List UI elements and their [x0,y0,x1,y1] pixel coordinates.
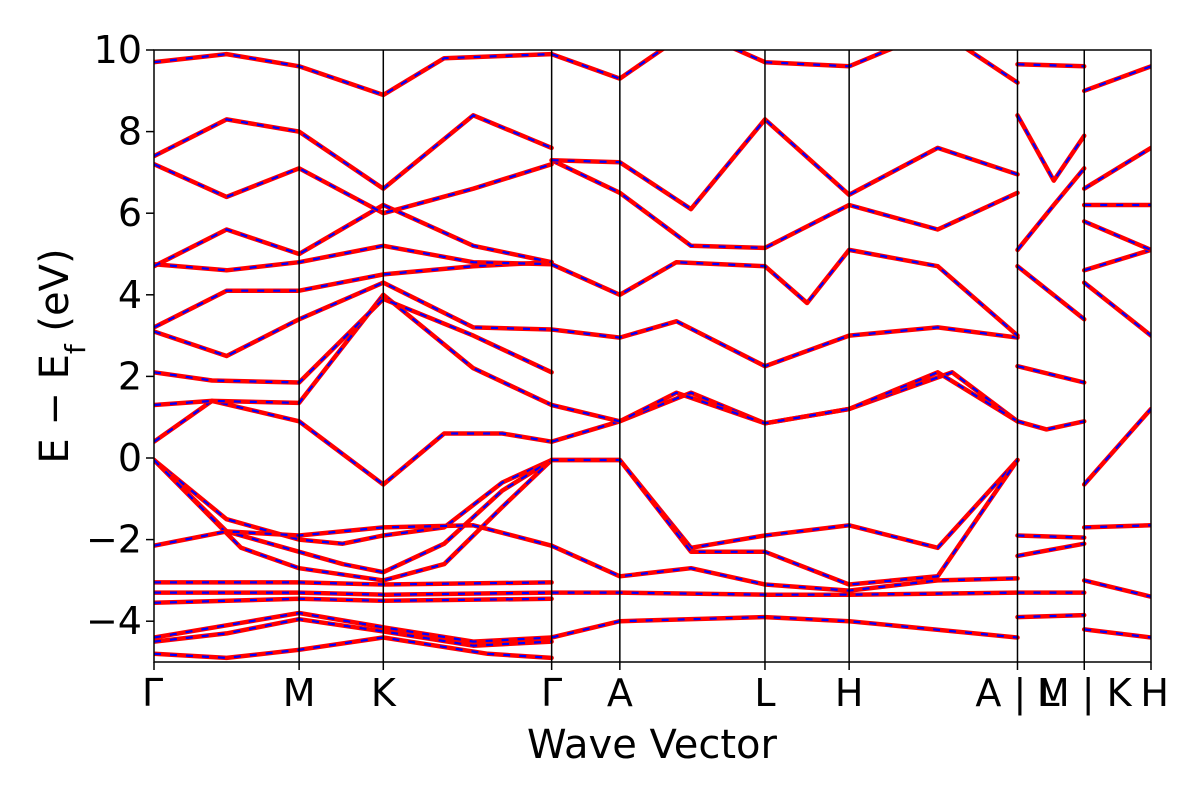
band-line-4 [154,580,554,587]
band-line-dashed-19 [154,52,552,97]
y-axis-title: E − Ef (eV) [32,248,92,463]
band-line-20 [549,457,1020,551]
x-tick-label: A | L [975,671,1059,716]
band-line-5 [154,590,554,597]
y-axis-title-unit: (eV) [32,248,78,344]
y-axis-title-main: E − E [32,354,78,464]
band-line-12 [154,296,554,385]
band-line-dashed-47 [1083,248,1151,272]
band-line-dashed-33 [1017,542,1085,557]
band-line-dashed-41 [1017,63,1085,68]
y-axis-ticks: −4 −2 0 2 4 6 8 10 [86,28,154,643]
band-line-17 [154,161,554,216]
band-line-22 [549,543,1020,593]
band-line-dashed-37 [1017,365,1085,384]
band-line-dashed-32 [1017,534,1085,539]
x-tick-label: H [1140,671,1169,715]
band-line-40 [1015,113,1087,183]
band-line-dashed-28 [551,248,1019,337]
band-line-dashed-39 [1016,167,1086,251]
y-tick-label: −2 [86,518,142,562]
band-line-dashed-42 [1083,408,1151,486]
x-tick-label: L [754,671,775,715]
band-line-dashed-51 [1083,65,1151,92]
y-tick-label: 2 [118,354,142,398]
y-tick-label: 8 [118,110,142,154]
band-line-24 [549,614,1020,640]
x-tick-label: A [607,671,633,715]
band-line-dashed-43 [1084,524,1151,529]
band-line-dashed-1 [154,459,553,574]
x-tick-label: H [835,671,864,715]
plot-frame [153,49,1152,663]
y-tick-label: 0 [118,436,142,480]
band-line-dashed-31 [551,50,1019,84]
band-line-10 [154,398,554,487]
band-line-dashed-10 [154,399,552,486]
band-line-dashed-45 [1084,628,1151,639]
y-tick-label: −4 [86,599,142,643]
y-tick-label: 10 [94,28,142,72]
band-line-dashed-7 [154,611,552,643]
band-line-46 [1081,280,1151,338]
band-line-28 [549,247,1020,338]
kpath-divider-lines [298,50,1085,662]
band-line-dashed-12 [154,297,553,384]
band-line-27 [549,319,1020,369]
band-line-25 [549,370,1020,444]
band-line-dashed-8 [154,618,552,647]
band-line-dashed-11 [154,293,553,407]
band-line-21 [549,457,1020,587]
band-line-0 [154,457,554,546]
bands-group [154,50,1151,661]
x-tick-label: Γ [142,671,163,715]
y-tick-label: 4 [118,273,142,317]
band-line-13 [154,280,554,359]
y-tick-label: 6 [118,191,142,235]
x-axis-title: Wave Vector [527,722,778,768]
band-line-dashed-15 [154,244,552,272]
band-line-38 [1015,263,1087,322]
y-axis-title-subscript: f [59,343,92,354]
band-line-dashed-16 [154,203,552,268]
band-line-31 [549,50,1020,85]
x-tick-label: Γ [541,671,562,715]
band-line-dashed-17 [154,163,552,215]
x-tick-label: M [283,671,316,715]
band-line-dashed-50 [1083,146,1151,190]
band-line-dashed-48 [1083,220,1151,251]
x-tick-label: K [371,671,397,715]
band-line-29 [549,157,1020,251]
band-line-dashed-35 [1017,614,1085,619]
band-line-3 [154,523,554,548]
band-line-26 [549,370,1020,426]
band-line-dashed-29 [551,159,1018,250]
x-tick-label: M | K [1037,671,1133,716]
band-line-dashed-44 [1083,579,1151,598]
band-line-dashed-25 [551,371,1019,443]
band-line-6 [154,596,554,606]
band-line-36 [1015,419,1087,432]
band-line-dashed-24 [551,615,1018,639]
band-line-19 [154,51,554,98]
band-line-dashed-14 [154,261,552,329]
band-line-9 [154,635,554,661]
band-line-dashed-18 [154,114,553,191]
